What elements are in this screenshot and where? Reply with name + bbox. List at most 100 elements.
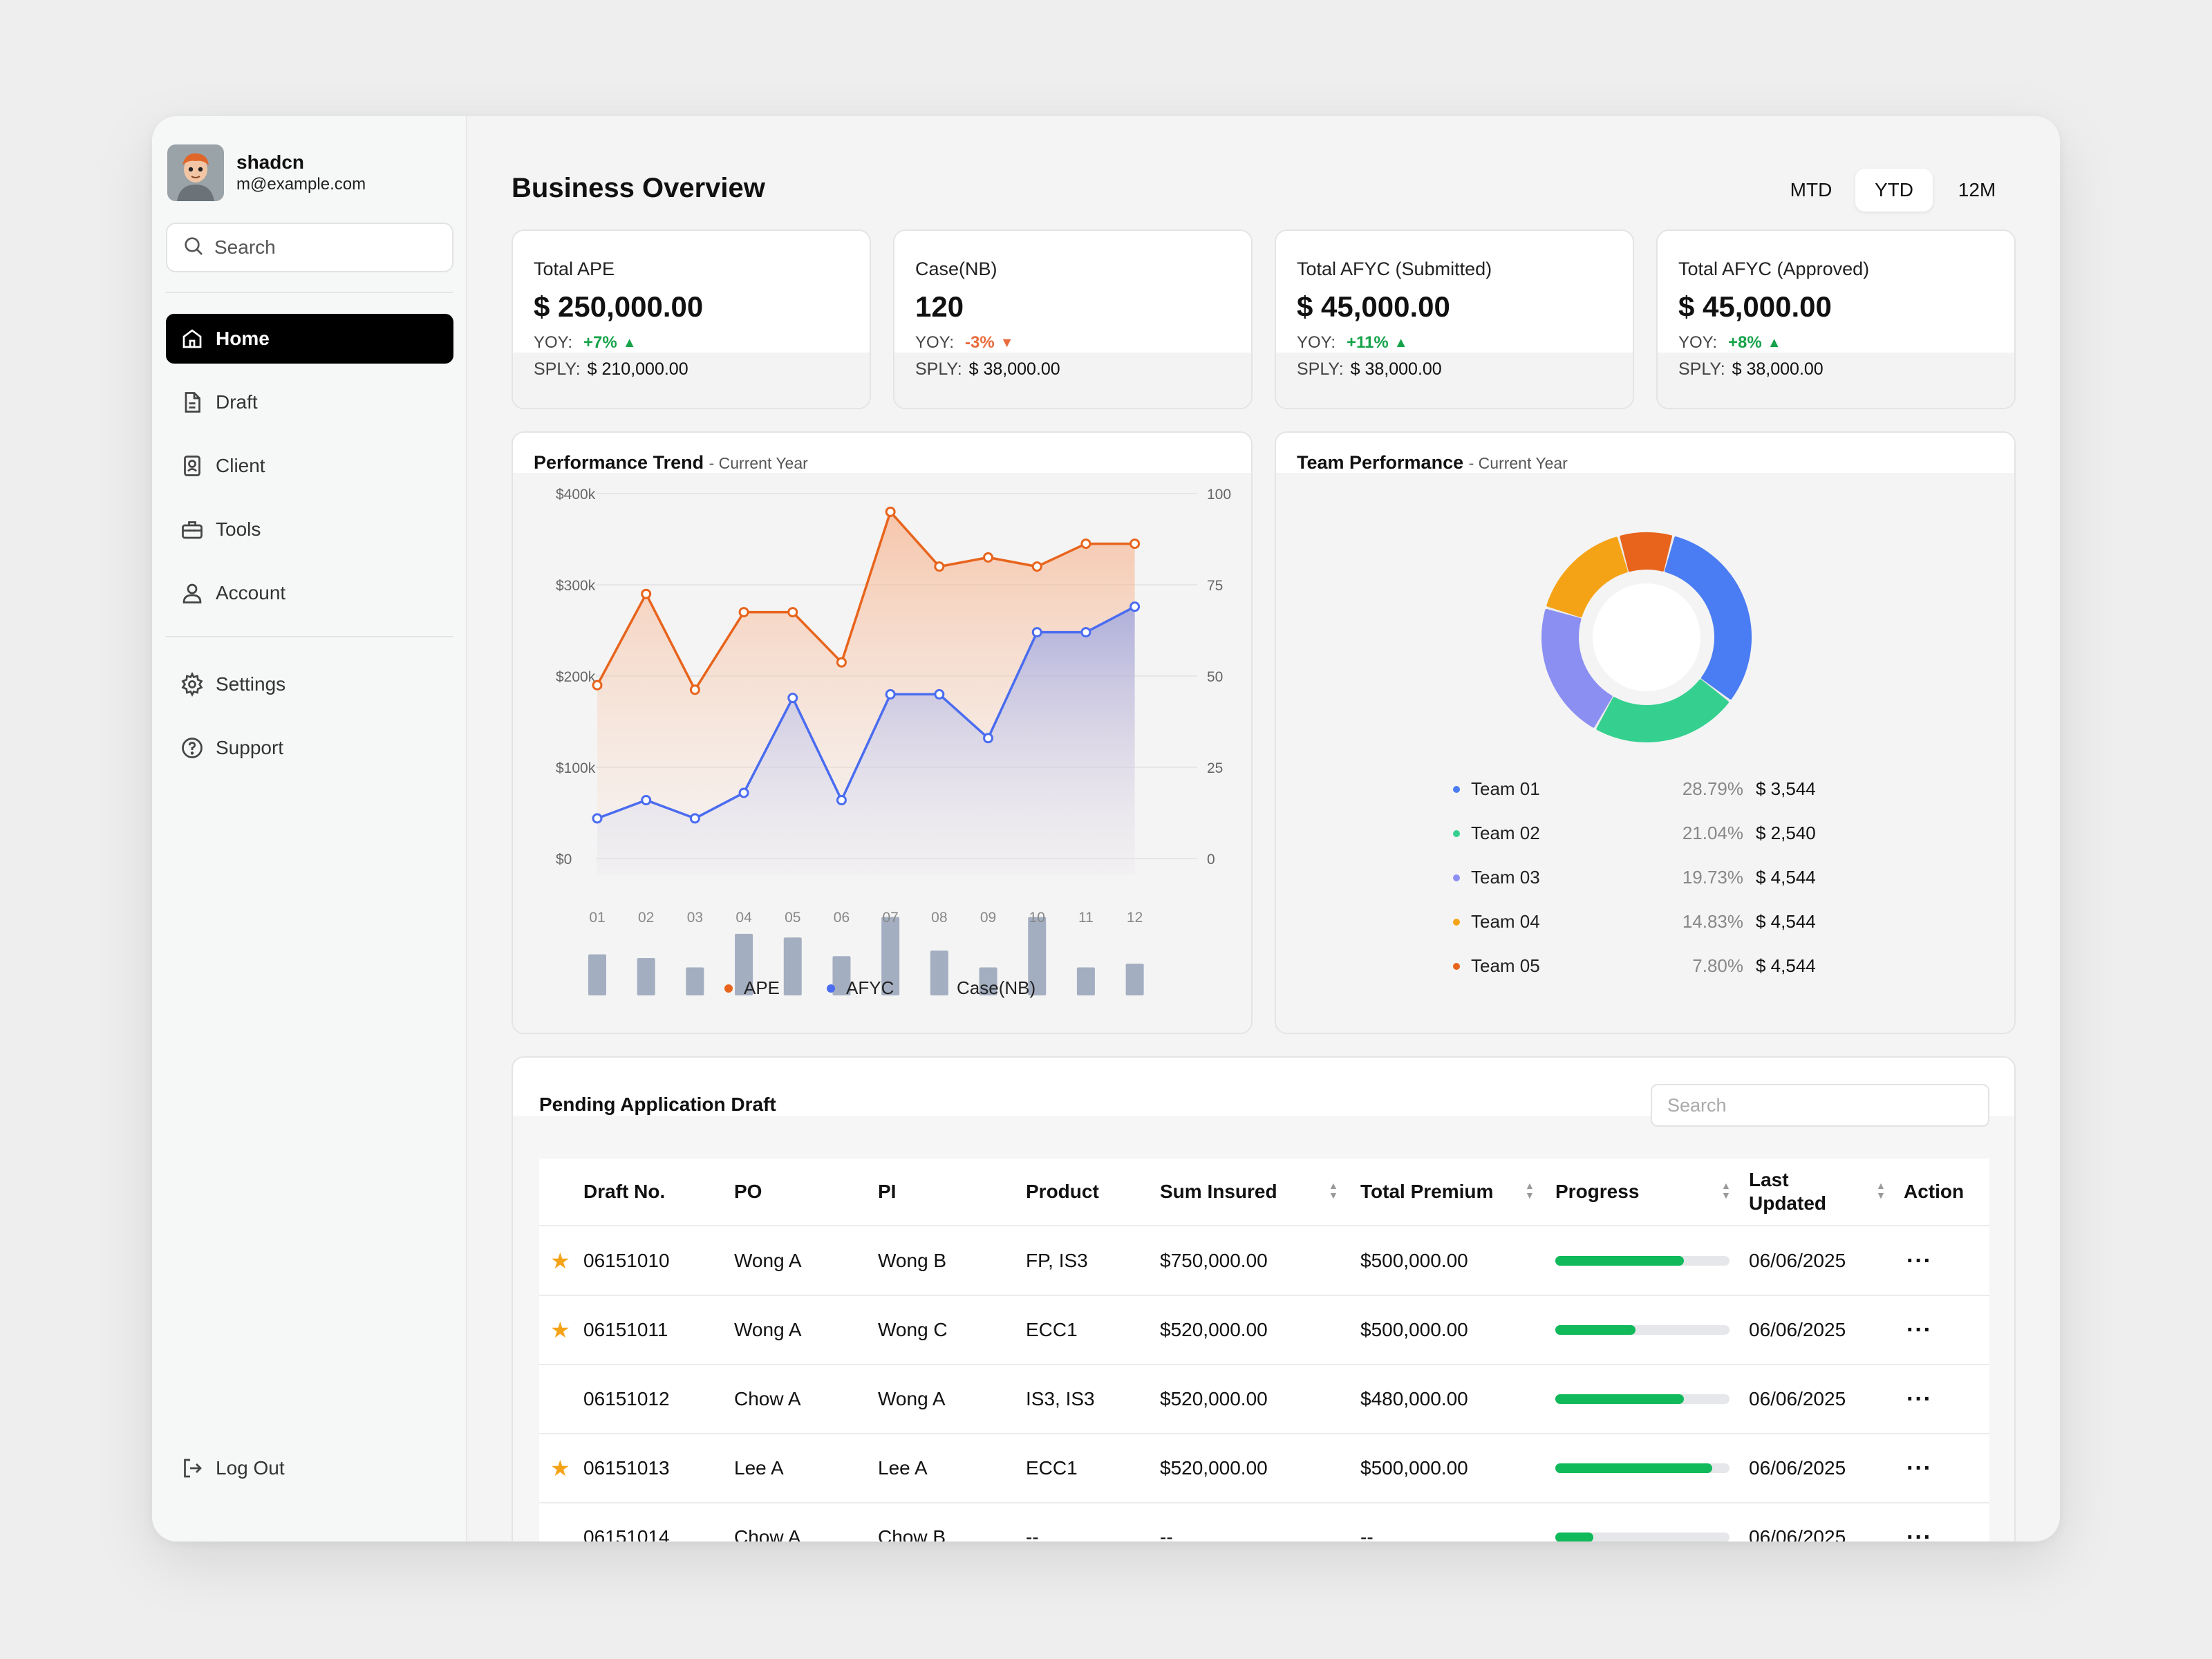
progress-bar (1555, 1325, 1730, 1335)
column-header-label: Last Updated (1749, 1169, 1826, 1214)
logout-button[interactable]: Log Out (166, 1443, 453, 1493)
table-row[interactable]: ★ 06151011 Wong A Wong C ECC1 $520,000.00 $500… (539, 1295, 1989, 1365)
column-header-total-premium[interactable]: Total Premium (1360, 1159, 1493, 1225)
x-tick: 10 (1029, 910, 1045, 926)
sidebar-item-account[interactable]: Account (166, 568, 453, 618)
app-window: shadcn m@example.com Search Home Draft (152, 116, 2060, 1541)
more-actions-icon[interactable]: ··· (1906, 1454, 1932, 1481)
legend-item-afyc[interactable]: AFYC (827, 977, 894, 999)
column-header-progress[interactable]: Progress (1555, 1159, 1639, 1225)
column-header-sum-insured[interactable]: Sum Insured (1160, 1159, 1277, 1225)
table-row[interactable]: 06151012 Chow A Wong A IS3, IS3 $520,000.00 $… (539, 1365, 1989, 1434)
team-legend-row[interactable]: Team 03 19.73% $ 4,544 (1453, 867, 1840, 888)
team-amount: $ 4,544 (1756, 867, 1816, 888)
legend-item-case-nb[interactable]: Case(NB) (937, 977, 1035, 999)
kpi-yoy: YOY: +8% ▲ (1678, 333, 1781, 353)
sort-icon[interactable]: ▲ ▼ (1329, 1180, 1338, 1201)
kpi-footer (1658, 353, 2014, 408)
cell-pi: Wong B (878, 1250, 947, 1271)
more-actions-icon[interactable]: ··· (1906, 1524, 1932, 1542)
ape-line (596, 510, 1135, 691)
legend-item-ape[interactable]: APE (724, 977, 780, 999)
x-tick: 09 (980, 910, 996, 926)
tab-ytd[interactable]: YTD (1855, 169, 1933, 212)
x-tick: 08 (931, 910, 947, 926)
ape-point (787, 607, 798, 618)
legend-dot (1453, 785, 1460, 793)
tab-12m[interactable]: 12M (1958, 179, 1996, 200)
star-icon[interactable]: ★ (550, 1318, 570, 1342)
donut-center (1593, 583, 1700, 691)
ape-point (738, 607, 749, 618)
help-icon (178, 734, 206, 762)
table-row[interactable]: 06151014 Chow A Chow B -- -- -- 06/06/2025 ··· (539, 1503, 1989, 1541)
sidebar-item-client[interactable]: Client (166, 441, 453, 491)
team-amount: $ 2,540 (1756, 823, 1816, 843)
progress-bar (1555, 1463, 1730, 1473)
team-legend-row[interactable]: Team 04 14.83% $ 4,544 (1453, 911, 1840, 932)
table-row[interactable]: ★ 06151010 Wong A Wong B FP, IS3 $750,000.00 $… (539, 1226, 1989, 1296)
sort-icon[interactable]: ▲ ▼ (1525, 1180, 1535, 1201)
column-header-label: Sum Insured (1160, 1181, 1277, 1202)
sply-value: $ 38,000.00 (1732, 359, 1824, 379)
afyc-point (738, 787, 749, 798)
star-icon[interactable]: ★ (550, 1248, 570, 1273)
case-nb-bar (832, 956, 851, 995)
donut-slice-team-02 (1596, 679, 1729, 742)
team-legend-row[interactable]: Team 02 21.04% $ 2,540 (1453, 823, 1840, 844)
tab-mtd[interactable]: MTD (1790, 179, 1833, 200)
kpi-card-total-ape: Total APE $ 250,000.00 YOY: +7% ▲ SPLY: $ 2… (512, 229, 871, 409)
team-legend-row[interactable]: Team 05 7.80% $ 4,544 (1453, 955, 1840, 977)
cell-product: ECC1 (1026, 1319, 1078, 1340)
column-header-label: Total Premium (1360, 1181, 1494, 1202)
yoy-label: YOY: (1297, 333, 1336, 352)
search-icon (182, 235, 205, 261)
cell-product: -- (1026, 1526, 1039, 1541)
case-nb-bar (930, 950, 948, 995)
table-row[interactable]: ★ 06151013 Lee A Lee A ECC1 $520,000.00 $500,0… (539, 1434, 1989, 1503)
more-actions-icon[interactable]: ··· (1906, 1385, 1932, 1412)
column-header-action: Action (1904, 1159, 1964, 1225)
cell-draft-no: 06151012 (583, 1388, 670, 1409)
sidebar-item-label: Draft (216, 391, 258, 413)
team-title: Team Performance (1297, 452, 1464, 473)
sidebar-item-settings[interactable]: Settings (166, 659, 453, 709)
cell-sum-insured: $520,000.00 (1160, 1388, 1268, 1409)
sidebar-item-home[interactable]: Home (166, 314, 453, 364)
sidebar-item-label: Client (216, 455, 265, 476)
kpi-sply: SPLY: $ 38,000.00 (1297, 359, 1442, 379)
case-nb-bar (735, 933, 753, 995)
cell-total-premium: -- (1360, 1526, 1374, 1541)
legend-dot (1453, 874, 1460, 881)
user-profile[interactable]: shadcn m@example.com (167, 144, 458, 202)
ape-point (689, 684, 700, 695)
team-percent: 7.80% (1692, 955, 1743, 976)
case-nb-bar (1076, 967, 1095, 995)
cell-product: FP, IS3 (1026, 1250, 1088, 1271)
ape-point (1080, 538, 1091, 550)
more-actions-icon[interactable]: ··· (1906, 1247, 1932, 1274)
sort-icon[interactable]: ▲ ▼ (1721, 1180, 1731, 1201)
afyc-point (1130, 601, 1141, 612)
kpi-label: Total AFYC (Submitted) (1297, 259, 1492, 279)
team-legend-row[interactable]: Team 01 28.79% $ 3,544 (1453, 778, 1840, 800)
kpi-value: $ 45,000.00 (1678, 290, 1832, 323)
afyc-point (787, 693, 798, 704)
x-tick: 07 (882, 910, 898, 926)
progress-bar (1555, 1533, 1730, 1541)
case-nb-bar (637, 958, 655, 995)
legend-label: Case(NB) (957, 977, 1036, 998)
sidebar-search-input[interactable]: Search (166, 223, 453, 272)
card-title: Performance Trend - Current Year (534, 452, 808, 474)
team-subtitle: - Current Year (1468, 454, 1568, 472)
column-header-last-updated[interactable]: Last Updated (1749, 1159, 1839, 1225)
more-actions-icon[interactable]: ··· (1906, 1316, 1932, 1343)
sidebar-item-support[interactable]: Support (166, 723, 453, 773)
sidebar-item-label: Tools (216, 518, 261, 540)
table-search-input[interactable]: Search (1651, 1084, 1989, 1127)
sidebar-item-draft[interactable]: Draft (166, 377, 453, 427)
sort-icon[interactable]: ▲ ▼ (1876, 1180, 1886, 1201)
star-icon[interactable]: ★ (550, 1456, 570, 1481)
cell-sum-insured: $750,000.00 (1160, 1250, 1268, 1271)
sidebar-item-tools[interactable]: Tools (166, 505, 453, 554)
